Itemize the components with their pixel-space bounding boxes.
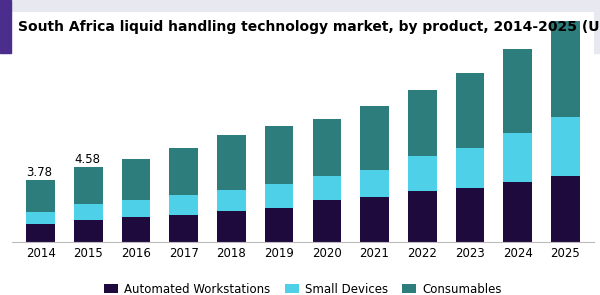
Bar — [360, 170, 389, 197]
Bar — [313, 200, 341, 242]
Text: South Africa liquid handling technology market, by product, 2014-2025 (USD Milli: South Africa liquid handling technology … — [18, 19, 600, 34]
Bar — [313, 119, 341, 176]
Bar — [217, 135, 246, 190]
Bar — [503, 49, 532, 133]
Bar — [551, 21, 580, 117]
Bar — [408, 191, 437, 242]
Bar — [169, 148, 198, 195]
Bar — [313, 176, 341, 200]
Bar — [551, 117, 580, 176]
Bar — [217, 190, 246, 212]
Bar — [74, 167, 103, 204]
Bar — [360, 106, 389, 170]
Bar — [265, 126, 293, 183]
Bar — [26, 224, 55, 242]
Bar — [503, 182, 532, 242]
Legend: Automated Workstations, Small Devices, Consumables: Automated Workstations, Small Devices, C… — [100, 278, 506, 295]
Bar — [217, 212, 246, 242]
Bar — [169, 215, 198, 242]
Bar — [122, 159, 151, 200]
Bar — [503, 133, 532, 182]
Bar — [455, 73, 484, 148]
Bar — [26, 180, 55, 212]
Bar — [169, 195, 198, 215]
Text: 4.58: 4.58 — [74, 153, 100, 165]
Bar — [122, 200, 151, 217]
Bar — [408, 156, 437, 191]
Bar — [408, 90, 437, 156]
Bar — [360, 197, 389, 242]
Text: 3.78: 3.78 — [26, 166, 52, 179]
Bar — [122, 217, 151, 242]
Bar — [74, 220, 103, 242]
Bar — [74, 204, 103, 220]
Bar — [551, 176, 580, 242]
Bar — [455, 148, 484, 188]
Bar — [265, 208, 293, 242]
Bar — [455, 188, 484, 242]
Bar — [26, 212, 55, 224]
Bar — [265, 183, 293, 208]
